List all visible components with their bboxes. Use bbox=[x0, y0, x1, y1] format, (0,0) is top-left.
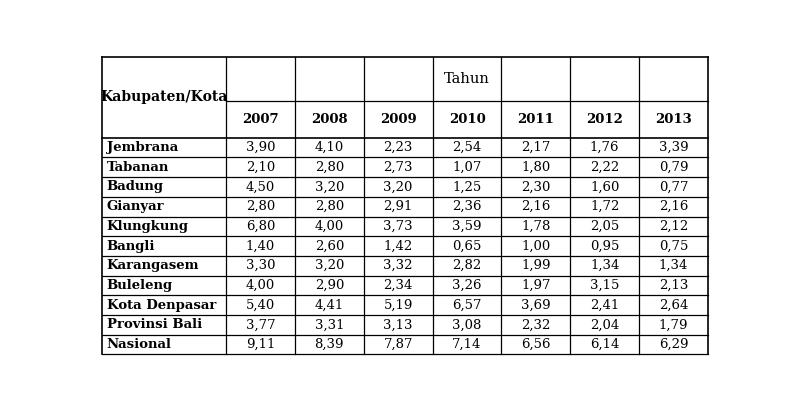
Text: 1,99: 1,99 bbox=[521, 259, 551, 272]
Text: 2,32: 2,32 bbox=[521, 318, 551, 331]
Text: 2,22: 2,22 bbox=[590, 161, 619, 174]
Text: 3,39: 3,39 bbox=[659, 141, 688, 154]
Text: Provinsi Bali: Provinsi Bali bbox=[107, 318, 202, 331]
Text: 1,97: 1,97 bbox=[521, 279, 551, 292]
Text: Klungkung: Klungkung bbox=[107, 220, 189, 233]
Text: 0,77: 0,77 bbox=[659, 181, 688, 194]
Text: 2009: 2009 bbox=[380, 113, 416, 126]
Text: 2,30: 2,30 bbox=[521, 181, 551, 194]
Text: 2,34: 2,34 bbox=[383, 279, 413, 292]
Text: Nasional: Nasional bbox=[107, 338, 171, 351]
Text: 3,20: 3,20 bbox=[314, 259, 344, 272]
Text: Buleleng: Buleleng bbox=[107, 279, 173, 292]
Text: 0,75: 0,75 bbox=[659, 239, 688, 252]
Text: 1,76: 1,76 bbox=[590, 141, 619, 154]
Text: 6,14: 6,14 bbox=[590, 338, 619, 351]
Text: Tahun: Tahun bbox=[444, 72, 490, 86]
Text: 4,50: 4,50 bbox=[246, 181, 275, 194]
Text: 2,17: 2,17 bbox=[521, 141, 551, 154]
Text: 1,80: 1,80 bbox=[521, 161, 551, 174]
Text: 2,12: 2,12 bbox=[659, 220, 688, 233]
Text: 6,29: 6,29 bbox=[659, 338, 688, 351]
Text: 4,00: 4,00 bbox=[314, 220, 344, 233]
Text: 1,34: 1,34 bbox=[590, 259, 619, 272]
Text: 3,26: 3,26 bbox=[452, 279, 482, 292]
Text: 2012: 2012 bbox=[586, 113, 623, 126]
Text: Tabanan: Tabanan bbox=[107, 161, 169, 174]
Text: 9,11: 9,11 bbox=[246, 338, 275, 351]
Text: 1,60: 1,60 bbox=[590, 181, 619, 194]
Text: 6,57: 6,57 bbox=[452, 299, 482, 312]
Text: 0,95: 0,95 bbox=[590, 239, 619, 252]
Text: 4,41: 4,41 bbox=[314, 299, 344, 312]
Text: 5,40: 5,40 bbox=[246, 299, 275, 312]
Text: 3,90: 3,90 bbox=[246, 141, 275, 154]
Text: 1,07: 1,07 bbox=[453, 161, 482, 174]
Text: Badung: Badung bbox=[107, 181, 164, 194]
Text: 6,80: 6,80 bbox=[246, 220, 275, 233]
Text: 1,34: 1,34 bbox=[659, 259, 688, 272]
Text: 1,72: 1,72 bbox=[590, 200, 619, 213]
Text: 2,13: 2,13 bbox=[659, 279, 688, 292]
Text: 4,10: 4,10 bbox=[314, 141, 344, 154]
Text: 2,05: 2,05 bbox=[590, 220, 619, 233]
Text: 2013: 2013 bbox=[655, 113, 692, 126]
Text: 2,80: 2,80 bbox=[314, 200, 344, 213]
Text: 3,32: 3,32 bbox=[383, 259, 413, 272]
Text: 3,20: 3,20 bbox=[383, 181, 413, 194]
Text: 2,36: 2,36 bbox=[452, 200, 482, 213]
Text: Kabupaten/Kota: Kabupaten/Kota bbox=[100, 90, 228, 104]
Text: 7,87: 7,87 bbox=[383, 338, 413, 351]
Text: 2,91: 2,91 bbox=[383, 200, 413, 213]
Text: 2,41: 2,41 bbox=[590, 299, 619, 312]
Text: 2007: 2007 bbox=[243, 113, 279, 126]
Text: 1,42: 1,42 bbox=[383, 239, 413, 252]
Text: 3,30: 3,30 bbox=[246, 259, 275, 272]
Text: 1,40: 1,40 bbox=[246, 239, 275, 252]
Text: 3,77: 3,77 bbox=[246, 318, 275, 331]
Text: 5,19: 5,19 bbox=[383, 299, 413, 312]
Text: 4,00: 4,00 bbox=[246, 279, 275, 292]
Text: 7,14: 7,14 bbox=[453, 338, 482, 351]
Text: 0,79: 0,79 bbox=[659, 161, 688, 174]
Text: 3,31: 3,31 bbox=[314, 318, 344, 331]
Text: 3,73: 3,73 bbox=[383, 220, 413, 233]
Text: 8,39: 8,39 bbox=[314, 338, 344, 351]
Text: 2,16: 2,16 bbox=[521, 200, 551, 213]
Text: 1,78: 1,78 bbox=[521, 220, 551, 233]
Text: 3,08: 3,08 bbox=[453, 318, 482, 331]
Text: 1,79: 1,79 bbox=[659, 318, 688, 331]
Text: 2,10: 2,10 bbox=[246, 161, 275, 174]
Text: 1,00: 1,00 bbox=[521, 239, 551, 252]
Text: 2011: 2011 bbox=[517, 113, 555, 126]
Text: Karangasem: Karangasem bbox=[107, 259, 199, 272]
Text: 2,80: 2,80 bbox=[246, 200, 275, 213]
Text: 6,56: 6,56 bbox=[521, 338, 551, 351]
Text: 2,82: 2,82 bbox=[453, 259, 482, 272]
Text: Gianyar: Gianyar bbox=[107, 200, 164, 213]
Text: 2,64: 2,64 bbox=[659, 299, 688, 312]
Text: 3,69: 3,69 bbox=[521, 299, 551, 312]
Text: 3,20: 3,20 bbox=[314, 181, 344, 194]
Text: 2010: 2010 bbox=[449, 113, 485, 126]
Text: Jembrana: Jembrana bbox=[107, 141, 178, 154]
Text: Bangli: Bangli bbox=[107, 239, 155, 252]
Text: Kota Denpasar: Kota Denpasar bbox=[107, 299, 216, 312]
Text: 1,25: 1,25 bbox=[453, 181, 482, 194]
Text: 2,04: 2,04 bbox=[590, 318, 619, 331]
Text: 3,13: 3,13 bbox=[383, 318, 413, 331]
Text: 2,60: 2,60 bbox=[314, 239, 344, 252]
Text: 2,80: 2,80 bbox=[314, 161, 344, 174]
Text: 2008: 2008 bbox=[311, 113, 348, 126]
Text: 2,54: 2,54 bbox=[453, 141, 482, 154]
Text: 2,16: 2,16 bbox=[659, 200, 688, 213]
Text: 0,65: 0,65 bbox=[453, 239, 482, 252]
Text: 2,23: 2,23 bbox=[383, 141, 413, 154]
Text: 3,15: 3,15 bbox=[590, 279, 619, 292]
Text: 2,90: 2,90 bbox=[314, 279, 344, 292]
Text: 3,59: 3,59 bbox=[452, 220, 482, 233]
Text: 2,73: 2,73 bbox=[383, 161, 413, 174]
